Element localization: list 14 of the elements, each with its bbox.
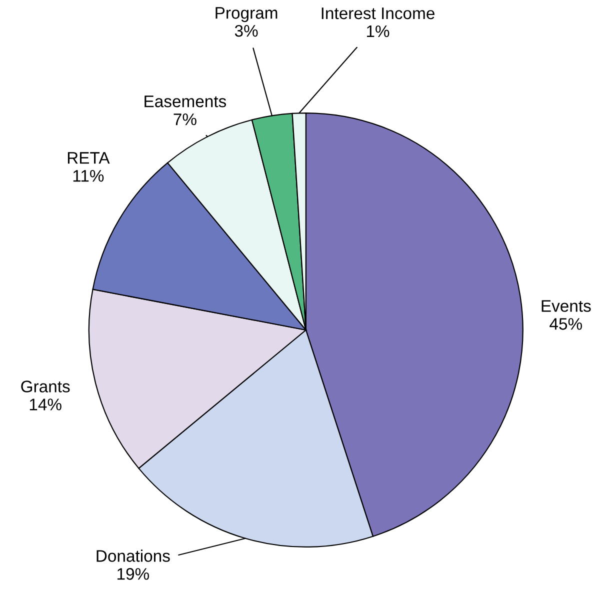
data-label: 7% <box>174 114 196 126</box>
data-label: 45% <box>550 318 582 330</box>
slice-label: RETA <box>68 152 110 164</box>
data-label: 1% <box>366 25 390 38</box>
slice-label: Interest Income <box>322 8 434 20</box>
slice-label: Easements <box>144 96 226 108</box>
slice-label: Events <box>542 300 591 312</box>
data-label: 11% <box>73 170 104 182</box>
slice-label: Program <box>216 7 278 22</box>
data-label: 14% <box>30 398 62 410</box>
slice-label: Donations <box>96 550 170 562</box>
data-label: 19% <box>118 568 150 580</box>
slice-label: Grants <box>21 380 70 392</box>
data-label: 3% <box>234 24 258 37</box>
